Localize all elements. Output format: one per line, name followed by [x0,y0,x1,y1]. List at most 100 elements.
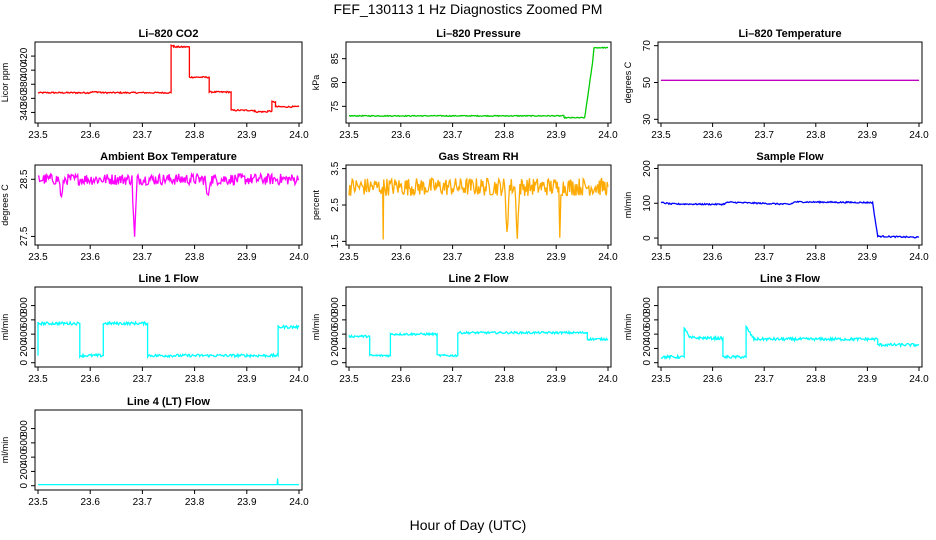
x-tick-label: 23.7 [133,497,153,508]
y-axis-label: kPa [311,75,321,91]
y-tick-label: 100 [642,194,653,211]
chart-panel: Gas Stream RH percent 23.5 23.6 23.7 23.8 23.9… [311,151,618,263]
x-tick-label: 23.6 [80,252,100,263]
y-tick-label: 85 [330,53,341,65]
y-tick-label: 0 [19,482,30,488]
y-tick-label: 600 [19,434,30,451]
y-tick-label: 75 [330,100,341,112]
y-axis-label: ml/min [311,314,321,341]
y-tick-label: 400 [19,61,30,78]
y-tick-label: 1.5 [330,234,341,248]
x-tick-label: 23.8 [806,130,826,141]
plot-frame [657,41,923,124]
y-tick-label: 420 [19,47,30,64]
x-tick-label: 24.0 [289,130,309,141]
y-tick-label: 800 [330,297,341,314]
x-tick-label: 23.9 [546,252,566,263]
y-tick-label: 400 [330,325,341,342]
y-tick-label: 360 [19,90,30,107]
panel-title: Li–820 Temperature [738,28,841,40]
x-tick-label: 24.0 [598,374,618,385]
y-tick-label: 200 [642,160,653,177]
x-tick-label: 24.0 [909,252,929,263]
series-line [660,324,920,361]
x-tick-label: 23.7 [133,130,153,141]
y-tick-label: 50 [642,77,653,89]
plot-frame [34,164,303,246]
y-tick-label: 400 [19,325,30,342]
panel-title: Gas Stream RH [438,151,518,163]
y-tick-label: 600 [19,311,30,328]
y-tick-label: 200 [19,340,30,357]
x-tick-label: 23.5 [651,252,671,263]
x-tick-label: 23.6 [391,130,411,141]
y-tick-label: 800 [19,297,30,314]
x-tick-label: 23.7 [133,252,153,263]
y-tick-label: 3.5 [330,161,341,175]
y-tick-label: 340 [19,104,30,121]
plot-frame [657,164,923,246]
series-line [37,320,300,360]
x-tick-label: 23.9 [858,252,878,263]
x-tick-label: 23.5 [651,374,671,385]
y-tick-label: 0 [642,235,653,241]
plot-frame [345,286,612,368]
x-tick-label: 23.8 [495,374,515,385]
chart-panel: Ambient Box Temperature degrees C 23.5 23.6… [0,151,309,263]
x-tick-label: 23.7 [443,130,463,141]
plot-frame [657,286,923,368]
x-tick-label: 23.8 [806,374,826,385]
x-tick-label: 23.8 [495,252,515,263]
panel-title: Line 2 Flow [449,273,509,285]
y-axis-label: ml/min [0,437,10,464]
y-tick-label: 0 [330,359,341,365]
x-tick-label: 24.0 [289,497,309,508]
x-tick-label: 23.5 [651,130,671,141]
y-axis-label: ml/min [0,314,10,341]
chart-panel: Line 1 Flow ml/min 23.5 23.6 23.7 23.8 23.9 24.… [0,273,309,385]
series-line [37,171,300,237]
x-tick-label: 23.8 [185,374,205,385]
chart-panel: Li–820 CO2 Licor ppm 23.5 23.6 23.7 23.8 23.9 2… [0,28,309,141]
panel-title: Ambient Box Temperature [100,151,237,163]
x-tick-label: 23.8 [185,497,205,508]
x-tick-label: 23.5 [28,252,48,263]
panel-title: Li–820 CO2 [139,28,199,40]
x-tick-label: 23.6 [80,130,100,141]
x-tick-label: 24.0 [289,374,309,385]
x-tick-label: 23.6 [703,374,723,385]
panel-title: Line 4 (LT) Flow [127,396,210,408]
plot-frame [34,409,303,491]
series-line [348,330,609,358]
plot-frame [34,286,303,368]
chart-panel: Li–820 Temperature degrees C 23.5 23.6 23.7 2… [623,28,929,141]
x-tick-label: 23.6 [391,252,411,263]
chart-panel: Line 4 (LT) Flow ml/min 23.5 23.6 23.7 23.8 23… [0,396,309,508]
plot-frame [34,41,303,124]
y-axis-label: ml/min [623,314,633,341]
chart-panel: Li–820 Pressure kPa 23.5 23.6 23.7 23.8 23.9 24… [311,28,618,141]
y-axis-label: degrees C [623,61,633,103]
x-tick-label: 23.7 [754,374,774,385]
y-tick-label: 600 [330,311,341,328]
x-tick-label: 23.5 [339,374,359,385]
x-tick-label: 23.7 [443,374,463,385]
x-tick-label: 23.8 [185,130,205,141]
x-tick-label: 23.7 [754,130,774,141]
panel-title: Sample Flow [756,151,824,163]
y-tick-label: 400 [642,325,653,342]
x-tick-label: 23.9 [237,374,257,385]
x-tick-label: 23.5 [28,374,48,385]
panel-title: Li–820 Pressure [436,28,520,40]
x-tick-label: 23.6 [80,374,100,385]
chart-panel: Line 3 Flow ml/min 23.5 23.6 23.7 23.8 23.9 24.… [623,273,929,385]
x-tick-label: 23.6 [391,374,411,385]
x-tick-label: 24.0 [289,252,309,263]
panel-title: Line 1 Flow [139,273,199,285]
x-tick-label: 24.0 [598,130,618,141]
y-tick-label: 200 [19,463,30,480]
y-tick-label: 80 [330,77,341,89]
y-tick-label: 380 [19,75,30,92]
x-tick-label: 23.9 [237,252,257,263]
